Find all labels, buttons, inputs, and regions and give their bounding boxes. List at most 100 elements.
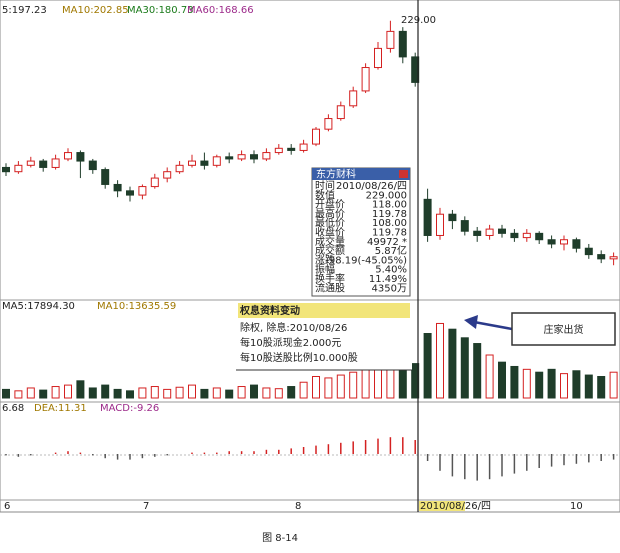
candle-body [349,90,358,107]
popup-label: 数值 [315,188,335,201]
volume-bar [584,374,593,399]
popup-label: 流通股 [315,281,345,294]
popup: 东方财科 时间 2010/08/26/四数值 229.000 开盘价 118.00 最高价… [311,167,411,297]
legend-entry: MA30:180.73 [127,5,194,16]
candle-body [212,156,221,166]
volume-bar [26,387,35,399]
popup-label: 成交量 [315,235,345,248]
legend-entry: MA10:13635.59 [97,301,176,312]
popup-value: 119.78 [372,209,407,220]
popup-label: 成交额 [315,244,345,257]
volume-bar [101,384,110,399]
volume-bar [547,368,556,399]
popup-title: 东方财科 [316,168,356,181]
candle-body [374,47,382,69]
note-line: 除权, 除息:2010/08/26 [240,321,347,334]
volume-bar [262,387,271,399]
candle-body [510,232,519,239]
popup-value: 5.40% [375,265,407,276]
volume-bar [349,371,358,399]
volume-bar [473,343,482,399]
note-title: 权息资料变动 [239,304,300,317]
candle-body [299,143,308,151]
volume-bar [39,389,48,399]
volume-bar [51,386,60,399]
candle-body [498,228,506,234]
candle-body [312,128,320,145]
volume-bar [274,388,283,399]
legend-entry: MA60:168.66 [187,5,254,16]
volume-bar [163,388,172,399]
legend-entry: 6.68 [2,403,24,414]
candle-body [237,154,246,160]
volume-bar [336,374,345,399]
candle-body [150,177,159,188]
candle-body [436,213,444,236]
popup-value: 11.49% [369,274,407,285]
callout-box [511,312,616,346]
volume-bar [510,365,519,399]
volume-bar [448,328,457,399]
volume-bar [76,380,85,399]
volume-bar [225,389,234,399]
note: 权息资料变动 除权, 除息:2010/08/26 每10股派现金2.000元 每… [236,302,412,371]
candle-body [14,164,23,173]
legend-entry: 5:197.23 [2,5,47,16]
legend-entry: MA5:17894.30 [2,301,75,312]
volume-bar [113,388,122,399]
candle-body [39,160,48,168]
popup-label: 开盘价 [315,198,345,211]
candle-body [274,147,283,154]
candle-body [597,254,606,260]
x-label: 6 [4,501,10,512]
popup-value: 4350万 [372,283,407,294]
candle-body [113,183,122,192]
candle-body [126,190,134,196]
x-label: 7 [143,501,149,512]
candle-body [386,30,395,49]
candle-body [188,160,196,166]
candle-body [361,67,370,92]
callout: 庄家出货 [464,312,616,346]
volume-bar [237,386,246,399]
candle-body [584,247,593,256]
volume-bar [212,387,221,399]
volume-bar [14,390,23,399]
peak-label: 229.00 [401,15,436,26]
candle-body [485,228,494,236]
popup-value: 5.87亿 [375,244,407,257]
legend-entry: MA10:202.85 [62,5,129,16]
volume-bar [361,365,370,399]
volume-bar [460,337,469,399]
volume-bar [572,370,581,399]
popup-titlebar [312,168,410,180]
candle-body [560,239,568,245]
candle-body [51,158,60,168]
volume-bar [150,386,159,399]
volume-bar [485,354,494,399]
volume-bar [175,386,184,399]
popup-value: 108.00 [372,218,407,229]
volume-bar [609,371,618,399]
volume-bar [287,386,296,399]
popup-value: 118.00 [372,200,407,211]
x-label: 2010/08/26/四 [420,501,491,512]
candle-body [26,160,35,166]
popup-label: 时间 [315,179,335,192]
legend-entry: DEA:11.31 [34,403,87,414]
note-highlight [238,303,410,318]
close-button[interactable] [399,170,408,178]
candle-body [609,256,618,260]
volume-bar [2,388,10,399]
popup-label: 涨跌 [315,253,335,266]
popup-label: 换手率 [315,272,345,285]
candle-body [324,118,333,130]
callout-arrow [473,320,513,331]
candle-body [76,152,85,162]
popup-value: -98.19(-45.05%) [325,255,407,266]
popup-label: 最低价 [315,216,345,229]
popup-label: 收盘价 [315,226,345,239]
candle-body [336,105,345,120]
popup-value: 49972 * [367,237,407,248]
popup-label: 振幅 [315,263,335,276]
